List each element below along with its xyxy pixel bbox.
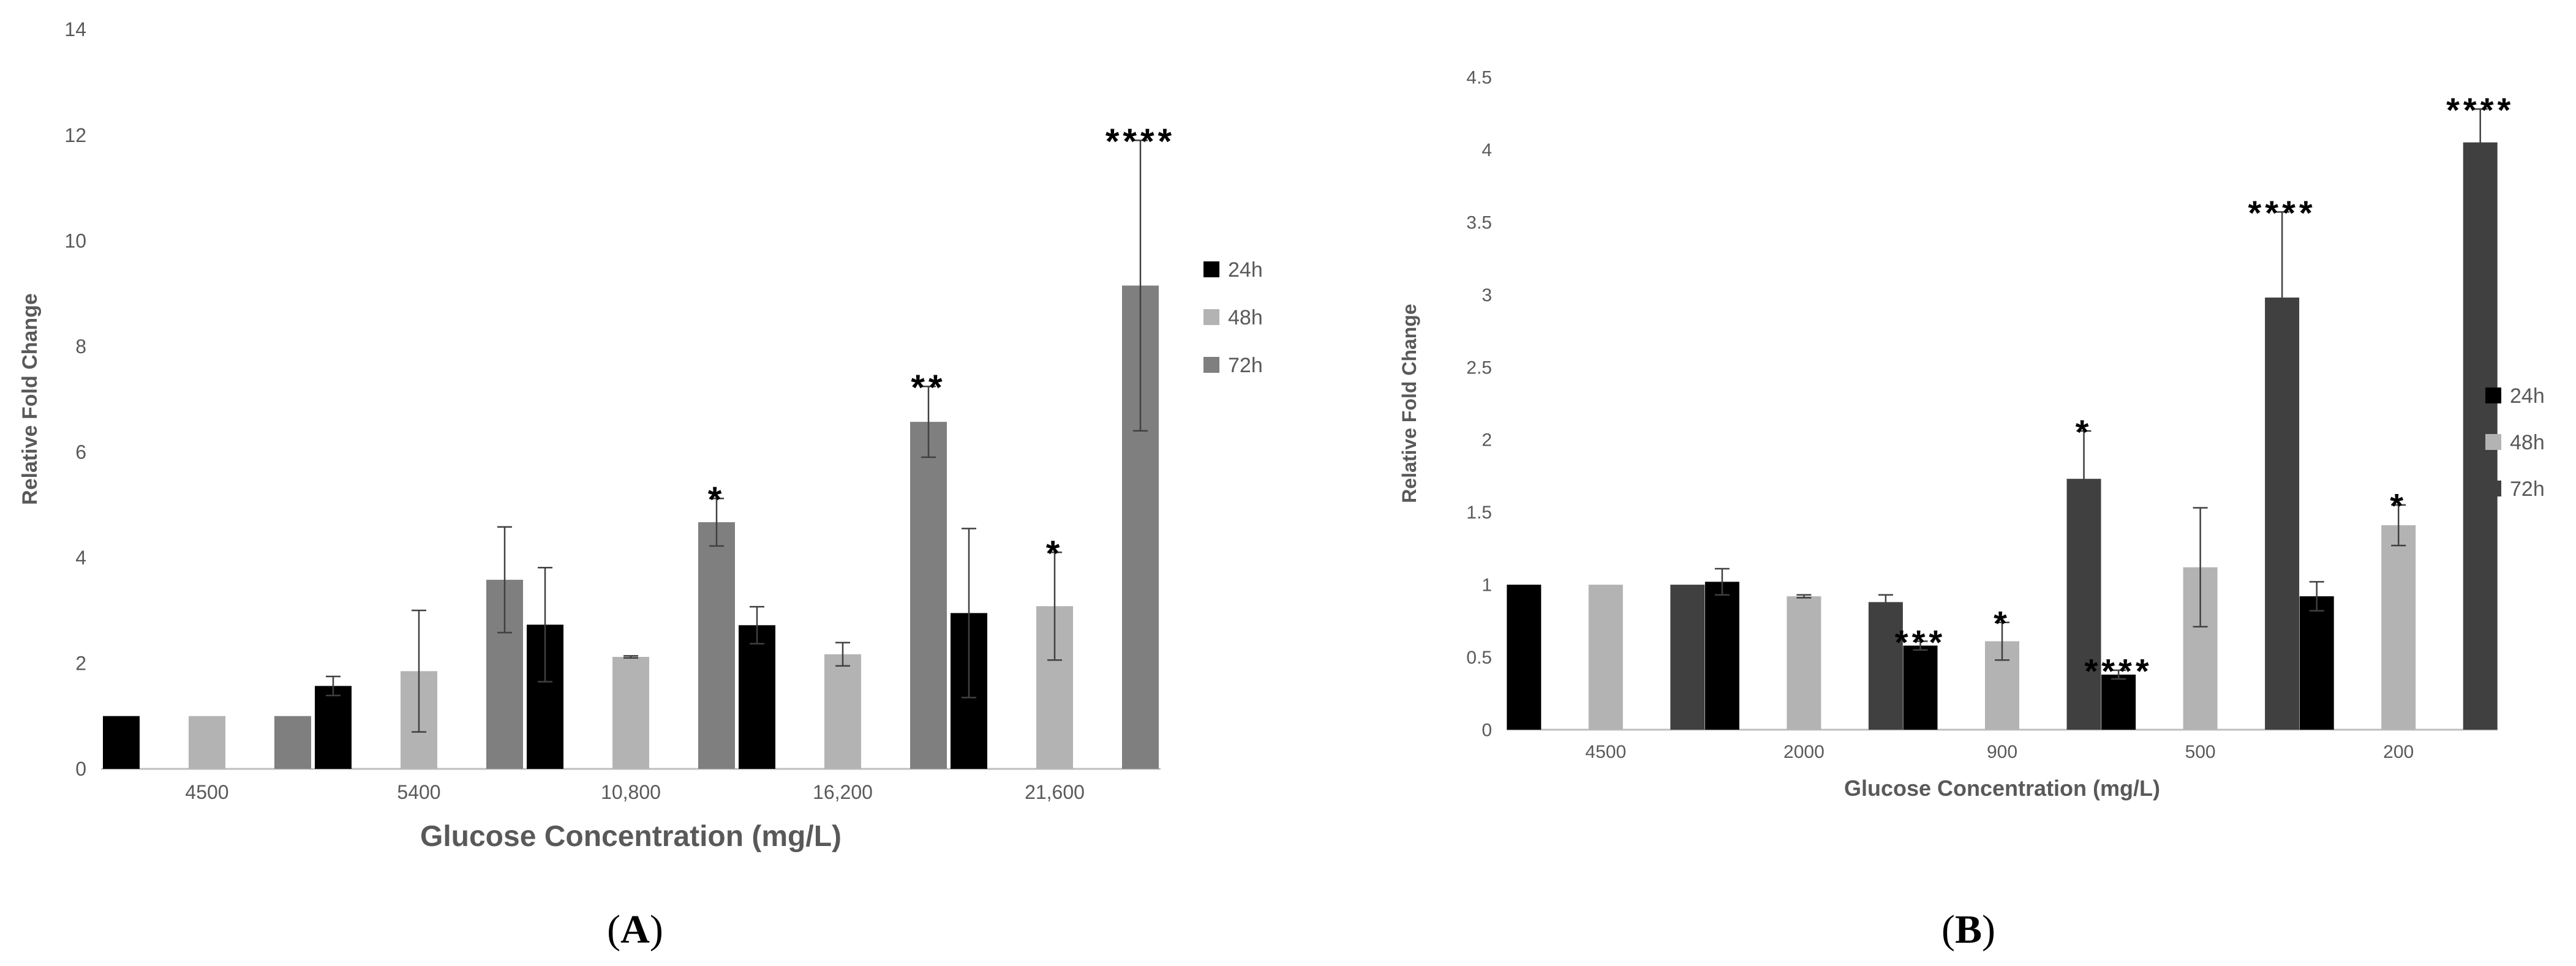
panel-b-letter: B: [1955, 907, 1982, 952]
panel-a-y-tick-label: 6: [75, 441, 86, 463]
panel-a-bar-48h: [189, 716, 225, 769]
panel-b-x-tick-label: 900: [1987, 742, 2017, 762]
panel-a-x-tick-label: 16,200: [813, 781, 873, 803]
panel-a-y-tick-label: 2: [75, 653, 86, 675]
panel-a-y-tick-label: 14: [64, 18, 86, 40]
panel-a-bar-72h: [274, 716, 311, 769]
panel-b-significance-marker: *: [2390, 487, 2407, 525]
panel-b-x-axis-title: Glucose Concentration (mg/L): [1844, 776, 2160, 801]
panel-b-y-tick-label: 3.5: [1466, 212, 1492, 233]
panel-b-bar-24h: [2299, 596, 2334, 730]
panel-b-significance-marker: ****: [2085, 652, 2153, 691]
panel-b-y-tick-label: 2: [1482, 430, 1492, 451]
panel-a-y-tick-label: 10: [64, 230, 86, 252]
panel-a-y-axis-title: Relative Fold Change: [18, 293, 42, 505]
panel-a-y-tick-label: 12: [64, 124, 86, 146]
panel-a-legend-swatch-24h: [1203, 261, 1219, 277]
panel-a-x-tick-label: 5400: [397, 781, 440, 803]
panel-a-legend-label-24h: 24h: [1228, 258, 1263, 282]
panel-a-chart: 0 2 4 6 8 10 12 14 4500 5400 10,800 * 16,200 ** 21,600…: [18, 18, 1263, 853]
panel-b-y-tick-label: 1: [1482, 575, 1492, 596]
panel-b-bar-48h: [1787, 596, 1821, 730]
panel-a-bar-48h: [824, 654, 861, 769]
panel-b-legend-label-24h: 24h: [2510, 384, 2545, 408]
panel-b-y-tick-label: 0.5: [1466, 648, 1492, 668]
panel-a-x-tick-label: 10,800: [601, 781, 661, 803]
panel-b-significance-marker: ****: [2248, 193, 2316, 232]
panel-b-label: (B): [1941, 907, 1995, 952]
panel-b-open-paren: (: [1941, 907, 1955, 952]
panel-a-legend-swatch-72h: [1203, 357, 1219, 373]
panel-b-significance-marker: *: [2076, 413, 2093, 451]
panel-a-y-tick-label: 4: [75, 547, 86, 569]
panel-b-bar-48h: [2381, 525, 2416, 730]
panel-a-significance-marker: *: [1046, 534, 1064, 574]
panel-b-y-tick-label: 2.5: [1466, 358, 1492, 378]
panel-b-legend-swatch-72h: [2485, 481, 2501, 496]
panel-a-x-tick-label: 21,600: [1025, 781, 1085, 803]
panel-a-bar-72h: [698, 522, 735, 769]
panel-b-significance-marker: ****: [2446, 91, 2514, 129]
panel-b-y-axis-title: Relative Fold Change: [1398, 304, 1420, 503]
panel-a-significance-marker: **: [911, 368, 946, 408]
panel-b-legend-label-72h: 72h: [2510, 477, 2545, 501]
panel-b-bar-72h: [1868, 602, 1903, 730]
panel-a-bar-24h: [315, 686, 352, 769]
panel-b-y-tick-label: 4: [1482, 140, 1492, 160]
panel-b-x-tick-label: 2000: [1783, 742, 1825, 762]
panel-b-x-tick-label: 500: [2185, 742, 2216, 762]
panel-a-x-axis-title: Glucose Concentration (mg/L): [420, 820, 842, 853]
panel-b-bar-24h: [2101, 674, 2136, 730]
panel-a-bar-48h: [612, 657, 649, 769]
panel-a-significance-marker: ****: [1105, 122, 1175, 162]
panel-b-legend-label-48h: 48h: [2510, 431, 2545, 454]
panel-a-significance-marker: *: [708, 480, 726, 520]
panel-b-y-tick-label: 0: [1482, 721, 1492, 741]
panel-a-open-paren: (: [607, 907, 620, 952]
panel-b-legend-swatch-48h: [2485, 434, 2501, 450]
panel-b-legend-swatch-24h: [2485, 388, 2501, 403]
panel-b-significance-marker: ***: [1895, 623, 1946, 661]
panel-a-bar-24h: [103, 716, 140, 769]
panel-b-x-tick-label: 4500: [1585, 742, 1626, 762]
panel-b-x-tick-label: 200: [2383, 742, 2414, 762]
panel-b-y-tick-label: 4.5: [1466, 68, 1492, 88]
panel-b-close-paren: ): [1982, 907, 1995, 952]
panel-a-close-paren: ): [650, 907, 663, 952]
panel-b-y-tick-label: 3: [1482, 285, 1492, 305]
panel-a-legend-label-48h: 48h: [1228, 306, 1263, 329]
panel-a-label: (A): [607, 907, 663, 952]
panel-a-bar-24h: [739, 625, 775, 769]
panel-a-legend-label-72h: 72h: [1228, 354, 1263, 377]
panel-a-bar-72h: [910, 422, 947, 769]
panel-a-letter: A: [620, 907, 650, 952]
panel-a-x-tick-label: 4500: [185, 781, 228, 803]
panel-a-legend-swatch-48h: [1203, 309, 1219, 325]
panel-a-y-tick-label: 8: [75, 335, 86, 358]
panel-b-bar-48h: [1588, 585, 1623, 730]
panel-b-bar-24h: [1507, 585, 1542, 730]
panel-b-bar-72h: [1670, 585, 1705, 730]
panel-b-significance-marker: *: [1994, 604, 2011, 643]
panel-b-bar-24h: [1903, 645, 1938, 730]
panel-a-y-tick-label: 0: [75, 758, 86, 780]
panel-b-bar-24h: [1704, 582, 1739, 730]
panel-b-y-tick-label: 1.5: [1466, 503, 1492, 523]
